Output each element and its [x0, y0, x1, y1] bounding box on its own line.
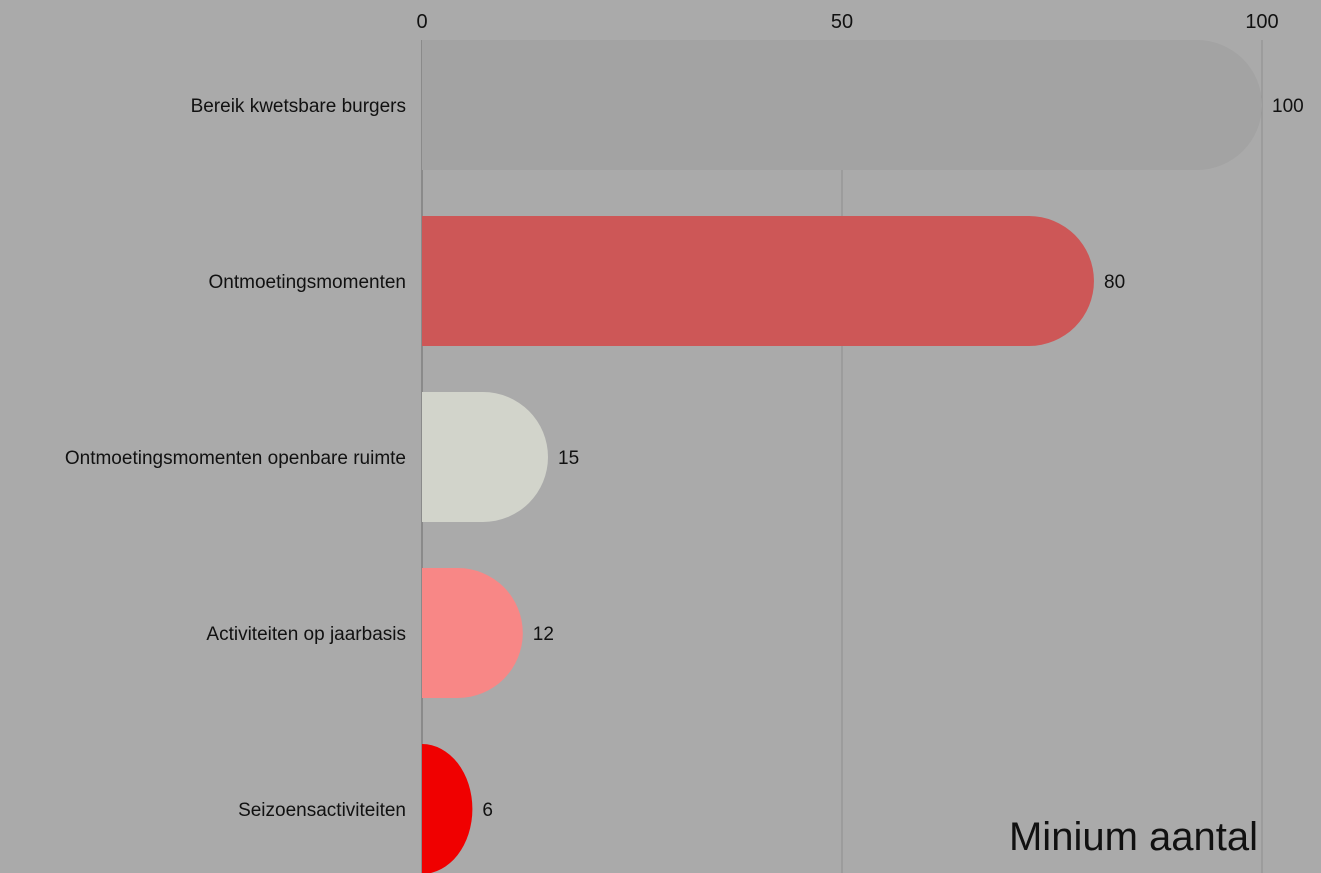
- data-label: 6: [482, 800, 493, 821]
- x-tick-label: 100: [1245, 11, 1278, 33]
- data-label: 12: [533, 624, 554, 645]
- bar-4: [422, 744, 473, 873]
- bar-0: [422, 40, 1262, 170]
- bars: 100 80 15 12 6: [422, 40, 1304, 873]
- category-labels: Bereik kwetsbare burgers Ontmoetingsmomen…: [65, 96, 406, 821]
- x-axis-ticks: 0 50 100: [416, 11, 1278, 33]
- bar-2: [422, 392, 548, 522]
- data-label: 15: [558, 448, 579, 469]
- data-label: 80: [1104, 272, 1125, 293]
- x-tick-label: 50: [831, 11, 853, 33]
- bar-1: [422, 216, 1094, 346]
- x-tick-label: 0: [416, 11, 427, 33]
- chart-title: Minium aantal: [1009, 815, 1258, 859]
- category-label: Ontmoetingsmomenten openbare ruimte: [65, 448, 406, 469]
- category-label: Ontmoetingsmomenten: [209, 272, 407, 293]
- data-label: 100: [1272, 96, 1304, 117]
- category-label: Activiteiten op jaarbasis: [206, 624, 406, 645]
- bar-3: [422, 568, 523, 698]
- category-label: Seizoensactiviteiten: [238, 800, 406, 821]
- category-label: Bereik kwetsbare burgers: [191, 96, 406, 117]
